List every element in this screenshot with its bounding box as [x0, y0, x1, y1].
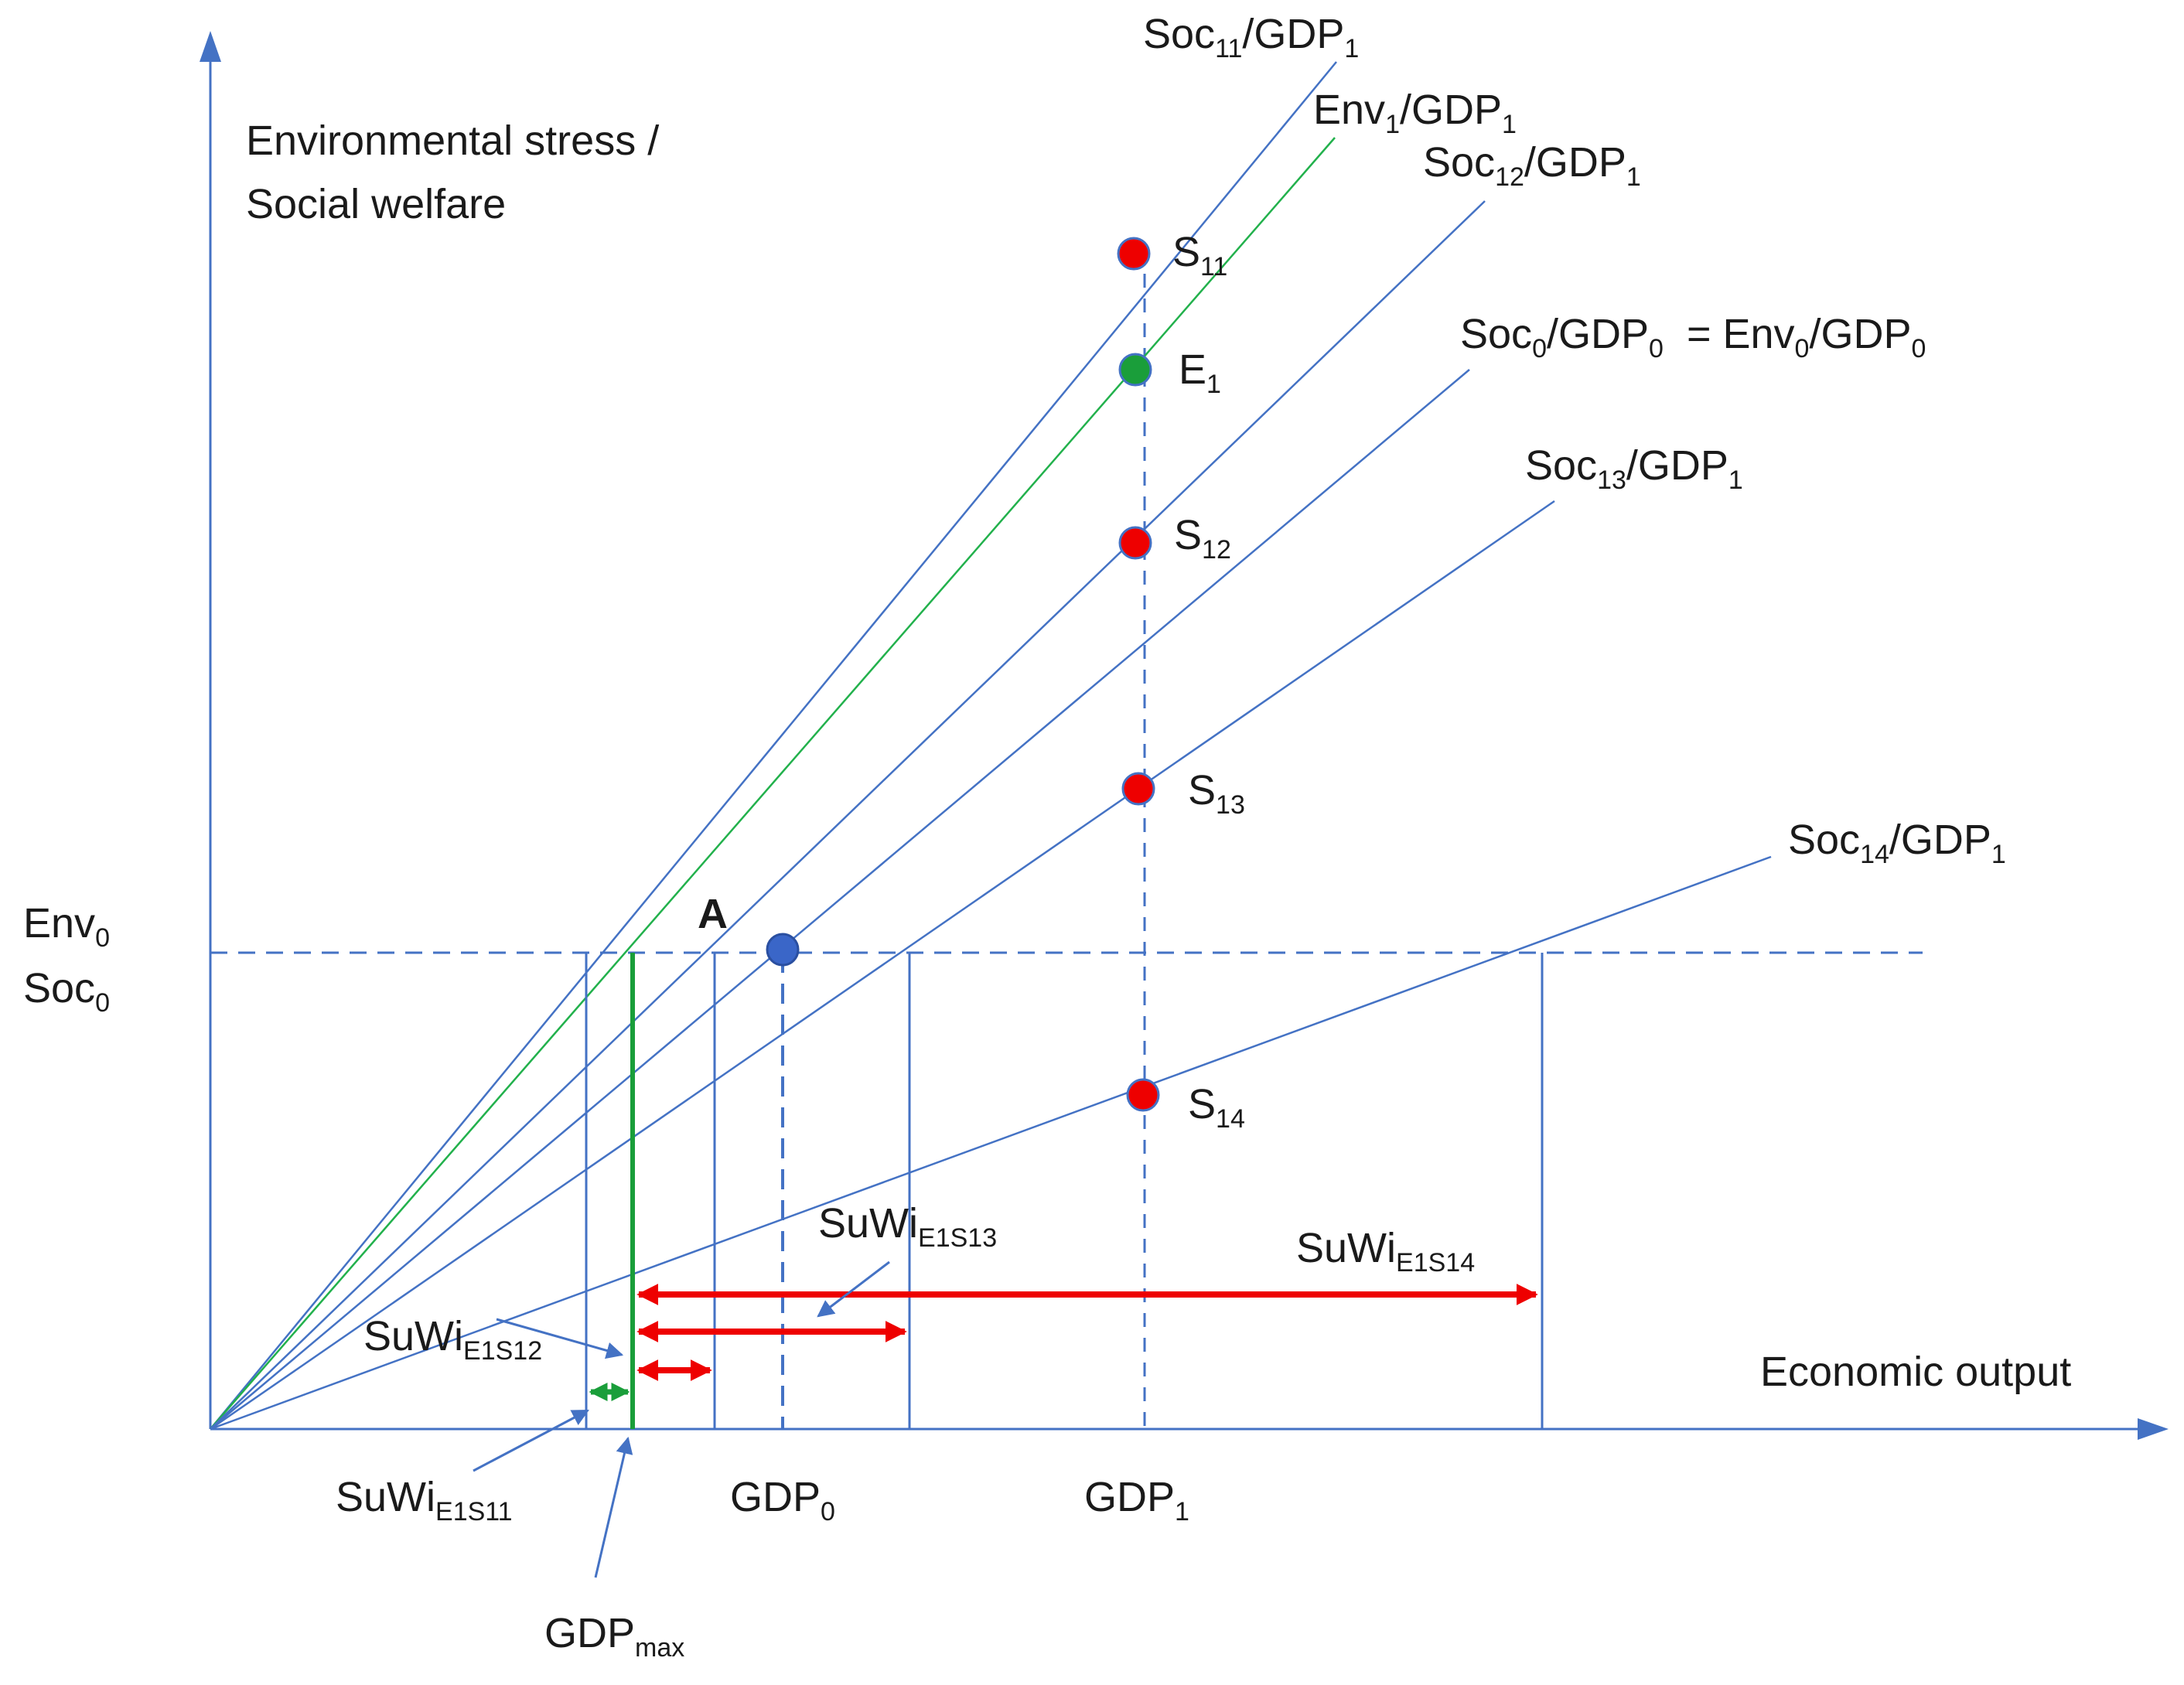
label-soc11-gdp1: Soc11/GDP1 — [1143, 11, 1359, 63]
label-s14: S14 — [1188, 1081, 1245, 1134]
gdp1-label: GDP1 — [1084, 1474, 1189, 1526]
label-s13: S13 — [1188, 767, 1245, 820]
suwi-e1s13-pointer — [817, 1260, 890, 1318]
point-s12 — [1118, 526, 1152, 560]
env0-label: Env0 — [23, 900, 110, 953]
gdpmax-label: GDPmax — [544, 1610, 684, 1663]
y-axis-arrowhead — [200, 31, 221, 62]
y-axis-title-line1: Environmental stress / — [246, 118, 659, 164]
soc0-label: Soc0 — [23, 965, 110, 1018]
label-s11: S11 — [1172, 229, 1227, 281]
label-suwi-e1s13: SuWiE1S13 — [818, 1200, 997, 1253]
ray-soc0-gdp0 — [210, 369, 1470, 1430]
point-s11 — [1117, 237, 1151, 271]
ray-soc12-gdp1 — [210, 200, 1486, 1430]
point-a — [766, 933, 800, 967]
x-axis-arrowhead — [2138, 1418, 2169, 1440]
label-a: A — [698, 891, 728, 937]
point-s13 — [1121, 772, 1155, 806]
y-axis-title-line2: Social welfare — [246, 181, 506, 227]
ray-soc14-gdp1 — [210, 855, 1772, 1431]
label-suwi-e1s11: SuWiE1S11 — [336, 1474, 513, 1526]
label-env1-gdp1: Env1/GDP1 — [1313, 87, 1517, 139]
ray-soc13-gdp1 — [210, 500, 1555, 1431]
label-e1: E1 — [1179, 346, 1221, 399]
gdpmax-pointer — [594, 1436, 633, 1578]
suwi-e1s11-pointer — [473, 1409, 589, 1472]
suwi-e1s12-pointer — [496, 1318, 624, 1359]
point-e1 — [1118, 353, 1152, 387]
x-axis-title: Economic output — [1760, 1349, 2071, 1395]
ray-env1-gdp1 — [210, 137, 1336, 1430]
label-soc14-gdp1: Soc14/GDP1 — [1788, 817, 2006, 869]
ray-soc11-gdp1 — [210, 61, 1337, 1430]
label-soc13-gdp1: Soc13/GDP1 — [1525, 442, 1743, 495]
label-suwi-e1s12: SuWiE1S12 — [363, 1313, 542, 1366]
label-soc12-gdp1: Soc12/GDP1 — [1423, 139, 1641, 192]
label-soc0-gdp0-env0-gdp0: Soc0/GDP0 = Env0/GDP0 — [1460, 311, 1926, 363]
label-s12: S12 — [1174, 512, 1231, 565]
label-suwi-e1s14: SuWiE1S14 — [1296, 1225, 1475, 1277]
point-s14 — [1126, 1078, 1160, 1112]
gdp0-label: GDP0 — [730, 1474, 835, 1526]
